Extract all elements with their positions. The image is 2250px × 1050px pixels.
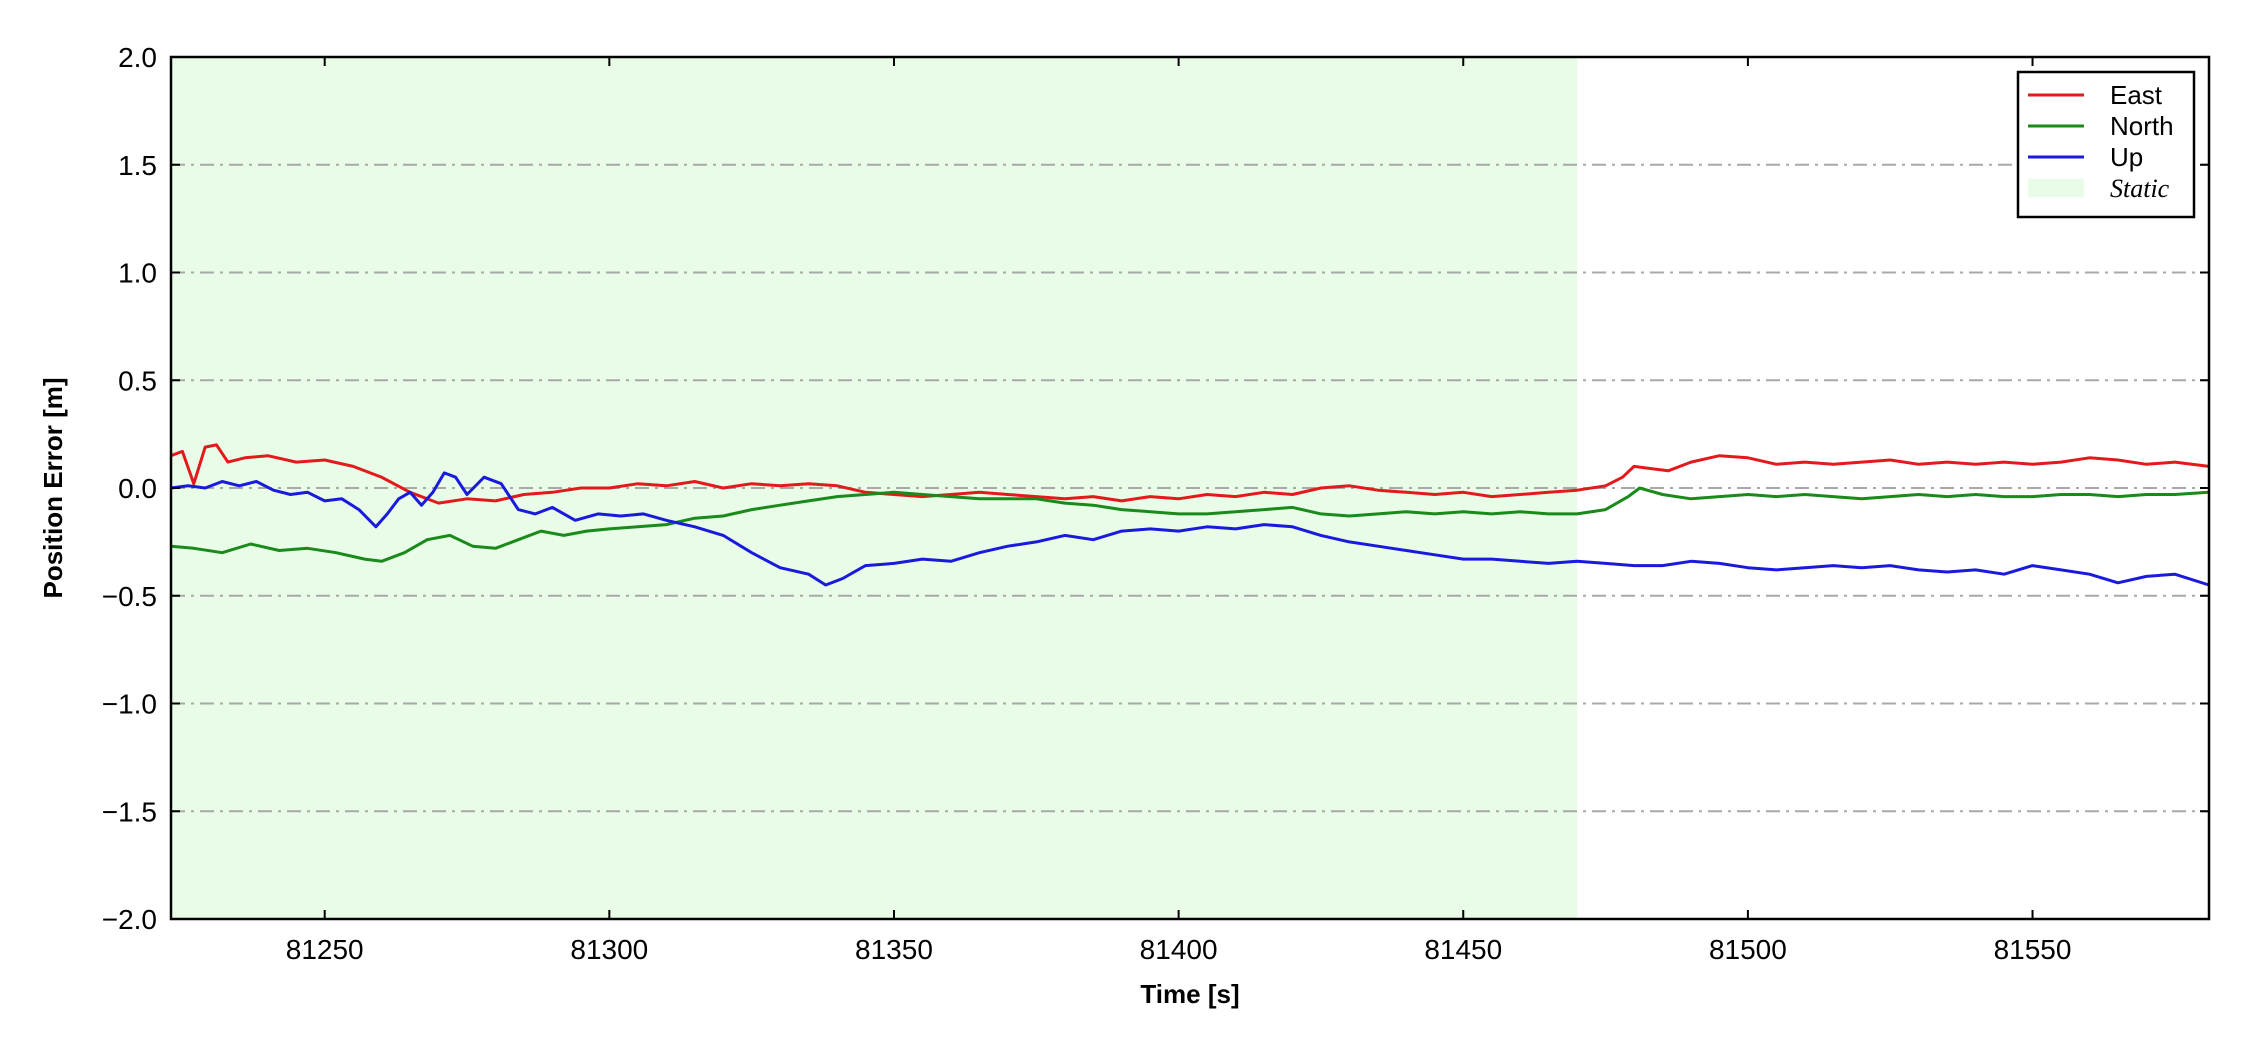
legend-swatch-static bbox=[2028, 179, 2084, 197]
series-line-east bbox=[170, 443, 2210, 505]
y-tick-label-0: −2.0 bbox=[102, 904, 157, 935]
y-tick-label-6: 1.0 bbox=[118, 258, 157, 289]
y-tick-label-2: −1.0 bbox=[102, 689, 157, 720]
series-line-north bbox=[170, 486, 2210, 563]
x-tick-label-6: 81550 bbox=[1994, 934, 2072, 965]
x-tick-label-0: 81250 bbox=[286, 934, 364, 965]
y-tick-label-7: 1.5 bbox=[118, 150, 157, 181]
x-tick-label-3: 81400 bbox=[1140, 934, 1218, 965]
x-tick-label-5: 81500 bbox=[1709, 934, 1787, 965]
y-tick-label-1: −1.5 bbox=[102, 796, 157, 827]
legend-label-north: North bbox=[2110, 111, 2174, 141]
y-axis-title: Position Error [m] bbox=[38, 377, 68, 598]
y-tick-label-4: 0.0 bbox=[118, 473, 157, 504]
gridline-layer bbox=[171, 163, 2209, 813]
series-line-up bbox=[170, 471, 2210, 587]
x-tick-label-1: 81300 bbox=[570, 934, 648, 965]
legend-label-up: Up bbox=[2110, 142, 2143, 172]
x-axis-title: Time [s] bbox=[1140, 979, 1239, 1009]
x-tick-label-4: 81450 bbox=[1424, 934, 1502, 965]
y-tick-label-8: 2.0 bbox=[118, 42, 157, 73]
y-tick-label-5: 0.5 bbox=[118, 365, 157, 396]
x-tick-label-2: 81350 bbox=[855, 934, 933, 965]
legend-label-east: East bbox=[2110, 80, 2163, 110]
series-layer bbox=[170, 443, 2210, 587]
tick-layer: −2.0 −1.5 −1.0 −0.5 0.0 0.5 1.0 1.5 2.0 81250 8130… bbox=[102, 42, 2209, 965]
legend: East North Up Static bbox=[2016, 70, 2196, 219]
legend-label-static: Static bbox=[2110, 174, 2170, 203]
y-tick-label-3: −0.5 bbox=[102, 581, 157, 612]
